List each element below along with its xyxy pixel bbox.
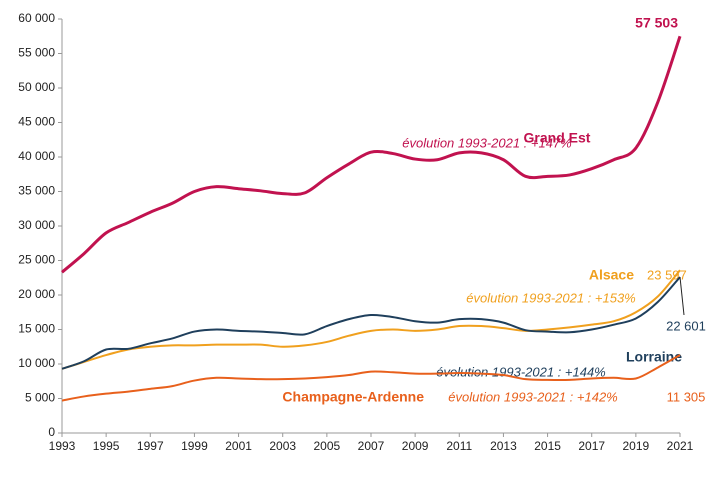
line	[61, 35, 682, 274]
x-tick-label: 1997	[137, 439, 164, 453]
y-tick-label: 55 000	[18, 46, 55, 60]
series-label: Alsace	[589, 267, 634, 283]
value-label: 23 597	[647, 267, 687, 282]
value-label: 57 503	[635, 15, 678, 31]
x-tick-label: 2019	[623, 439, 650, 453]
x-tick-label: 2003	[269, 439, 296, 453]
series-label: Lorraine	[626, 349, 682, 365]
x-tick-label: 2013	[490, 439, 517, 453]
x-tick-label: 1999	[181, 439, 208, 453]
x-tick-label: 2001	[225, 439, 252, 453]
annotation: évolution 1993-2021 : +147%	[402, 135, 572, 150]
y-tick-label: 25 000	[18, 253, 55, 267]
y-tick-label: 15 000	[18, 322, 55, 336]
line	[61, 276, 681, 370]
annotation: évolution 1993-2021 : +153%	[466, 290, 636, 305]
y-tick-label: 35 000	[18, 184, 55, 198]
x-tick-label: 2021	[667, 439, 694, 453]
x-tick-label: 2007	[358, 439, 385, 453]
leader-line	[679, 277, 685, 316]
x-tick-label: 2005	[314, 439, 341, 453]
y-tick-label: 30 000	[18, 218, 55, 232]
x-tick-label: 2011	[446, 439, 472, 453]
series-label: Grand Est	[524, 130, 591, 146]
x-tick-label: 2017	[578, 439, 605, 453]
y-tick-label: 45 000	[18, 115, 55, 129]
y-tick-label: 40 000	[18, 149, 55, 163]
x-tick-label: 2009	[402, 439, 429, 453]
annotation: évolution 1993-2021 : +144%	[436, 364, 606, 379]
y-tick-label: 50 000	[18, 80, 55, 94]
y-tick-label: 20 000	[18, 287, 55, 301]
annotation: évolution 1993-2021 : +142%	[448, 389, 618, 404]
x-tick-label: 1993	[49, 439, 76, 453]
line	[61, 354, 681, 402]
line	[61, 269, 681, 370]
series-label: Champagne-Ardenne	[282, 389, 424, 405]
x-tick-label: 2015	[534, 439, 561, 453]
y-tick-label: 0	[48, 425, 55, 439]
y-tick-label: 60 000	[18, 11, 55, 25]
value-label: 11 305	[667, 389, 706, 404]
y-tick-label: 10 000	[18, 356, 55, 370]
x-tick-label: 1995	[93, 439, 120, 453]
value-label: 22 601	[666, 318, 706, 333]
y-tick-label: 5 000	[25, 391, 55, 405]
